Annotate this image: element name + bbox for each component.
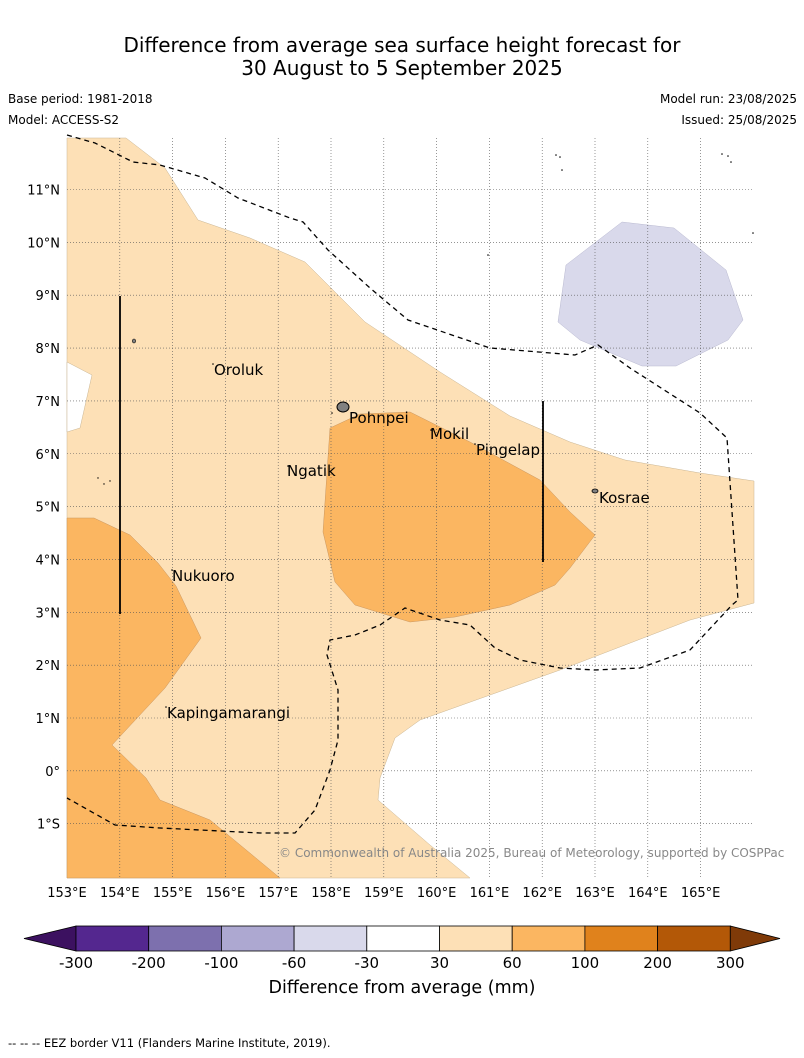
longitude-tick-label: 153°E — [47, 886, 87, 901]
latitude-tick-label: 9°N — [36, 289, 61, 304]
anomaly-region-60-100-central — [322, 411, 596, 623]
colorbar-tick-label: -200 — [132, 954, 166, 972]
latitude-tick-label: 3°N — [36, 606, 61, 621]
colorbar-swatch — [75, 925, 150, 952]
latitude-tick-label: 11°N — [27, 184, 60, 199]
latitude-tick-label: 4°N — [36, 553, 61, 568]
colorbar — [23, 925, 781, 952]
model-label: Model: ACCESS-S2 — [8, 113, 120, 127]
place-label-mokil: Mokil — [430, 425, 469, 443]
latitude-tick-label: 1°N — [36, 712, 61, 727]
longitude-tick-label: 160°E — [417, 886, 457, 901]
chart-title-line2: 30 August to 5 September 2025 — [241, 56, 563, 80]
colorbar-swatch — [657, 925, 731, 952]
latitude-tick-label: 8°N — [36, 342, 61, 357]
colorbar-swatch — [293, 925, 368, 952]
base-period-label: Base period: 1981-2018 — [8, 92, 153, 106]
colorbar-tick-label: 100 — [571, 954, 600, 972]
place-label-ngatik: Ngatik — [287, 462, 336, 480]
longitude-tick-label: 162°E — [522, 886, 562, 901]
map-panel: Oroluk Pohnpei Mokil Pingelap Ngatik Kos… — [27, 134, 784, 901]
longitude-tick-label: 161°E — [470, 886, 510, 901]
colorbar-swatch — [511, 925, 586, 952]
colorbar-tick-label: 30 — [430, 954, 449, 972]
colorbar-swatch — [148, 925, 222, 952]
place-label-kapingamarangi: Kapingamarangi — [167, 704, 290, 722]
colorbar-swatch — [584, 925, 659, 952]
latitude-tick-label: 10°N — [27, 236, 60, 251]
colorbar-label: Difference from average (mm) — [268, 978, 536, 998]
colorbar-swatch — [220, 925, 295, 952]
longitude-tick-label: 163°E — [575, 886, 615, 901]
longitude-tick-label: 155°E — [153, 886, 193, 901]
islands — [97, 153, 754, 708]
anomaly-region-negative — [557, 221, 744, 367]
place-label-pohnpei: Pohnpei — [349, 409, 409, 427]
longitude-tick-label: 158°E — [311, 886, 351, 901]
longitude-tick-label: 154°E — [100, 886, 140, 901]
longitude-tick-label: 157°E — [258, 886, 298, 901]
colorbar-tick-label: -300 — [59, 954, 93, 972]
colorbar-tick-label: -30 — [355, 954, 380, 972]
latitude-tick-label: 0° — [45, 765, 60, 780]
colorbar-tick-label: 300 — [716, 954, 745, 972]
eez-border-note: -- -- -- EEZ border V11 (Flanders Marine… — [8, 1036, 331, 1050]
latitude-tick-label: 1°S — [37, 818, 60, 833]
longitude-tick-label: 156°E — [206, 886, 246, 901]
colorbar-extend-low — [23, 925, 77, 952]
issued-label: Issued: 25/08/2025 — [681, 113, 797, 127]
colorbar-tick-label: -60 — [282, 954, 307, 972]
longitude-tick-label: 159°E — [364, 886, 404, 901]
latitude-tick-label: 2°N — [36, 659, 61, 674]
longitude-tick-label: 164°E — [628, 886, 668, 901]
place-label-kosrae: Kosrae — [599, 489, 650, 507]
latitude-tick-label: 5°N — [36, 501, 61, 516]
latitude-tick-label: 7°N — [36, 395, 61, 410]
place-label-nukuoro: Nukuoro — [172, 567, 235, 585]
model-run-label: Model run: 23/08/2025 — [659, 92, 797, 106]
colorbar-extend-high — [729, 925, 781, 952]
colorbar-swatch — [366, 925, 440, 952]
place-label-pingelap: Pingelap — [476, 441, 540, 459]
place-label-oroluk: Oroluk — [214, 361, 263, 379]
copyright-notice: © Commonwealth of Australia 2025, Bureau… — [279, 846, 784, 860]
colorbar-swatch — [439, 925, 513, 952]
chart-title-line1: Difference from average sea surface heig… — [123, 33, 681, 57]
colorbar-tick-label: 60 — [503, 954, 522, 972]
longitude-tick-label: 165°E — [681, 886, 721, 901]
eez-border — [66, 134, 739, 834]
colorbar-tick-label: -100 — [204, 954, 238, 972]
colorbar-tick-label: 200 — [643, 954, 672, 972]
latitude-tick-label: 6°N — [36, 448, 61, 463]
